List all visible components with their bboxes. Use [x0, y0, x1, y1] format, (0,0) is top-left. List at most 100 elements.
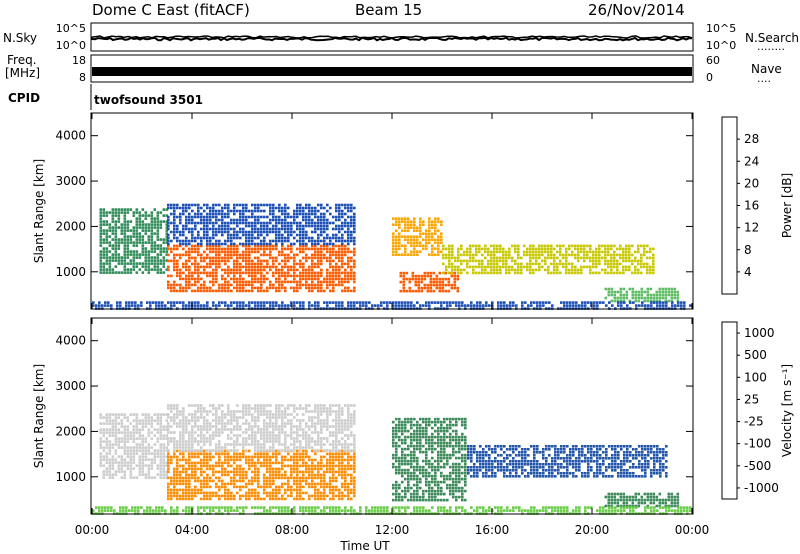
power-cell: [344, 224, 347, 228]
power-cell: [667, 287, 671, 291]
velocity-cell: [209, 440, 212, 443]
power-cell: [132, 256, 136, 259]
power-cell: [191, 250, 194, 254]
power-cell: [266, 215, 269, 219]
power-cell: [123, 229, 127, 232]
velocity-cell: [305, 434, 308, 437]
velocity-cell: [99, 431, 103, 434]
power-cell: [435, 277, 439, 281]
power-cell: [335, 301, 338, 304]
power-cell: [338, 206, 341, 210]
power-cell: [290, 227, 293, 231]
power-cell: [203, 259, 206, 263]
velocity-cell: [254, 437, 257, 440]
velocity-cell: [245, 485, 248, 489]
power-cell: [263, 268, 266, 272]
power-cell: [266, 203, 269, 207]
power-cell: [431, 232, 434, 235]
power-cell: [200, 244, 203, 248]
velocity-cell: [132, 446, 136, 449]
power-cell: [526, 265, 529, 269]
power-cell: [305, 286, 308, 290]
power-cell: [108, 235, 112, 238]
power-cell: [123, 256, 127, 259]
power-cell: [323, 242, 326, 246]
velocity-cell: [308, 443, 311, 446]
power-cell: [99, 244, 103, 247]
power-cell: [170, 274, 173, 278]
power-cell: [212, 271, 215, 275]
power-cell: [547, 247, 550, 251]
velocity-cell: [203, 407, 206, 410]
velocity-cell: [114, 449, 118, 452]
velocity-cell: [105, 443, 109, 446]
power-cell: [248, 236, 251, 240]
velocity-cell: [176, 464, 179, 468]
velocity-cell: [236, 473, 239, 477]
power-cell: [410, 220, 413, 223]
power-cell: [395, 301, 398, 304]
velocity-cell: [200, 407, 203, 410]
velocity-cell: [218, 407, 221, 410]
power-cell: [170, 301, 173, 304]
power-cell: [203, 271, 206, 275]
power-cell: [215, 227, 218, 231]
power-cell: [338, 277, 341, 281]
power-cell: [610, 262, 613, 266]
power-cell: [407, 226, 410, 229]
velocity-cell: [108, 440, 112, 443]
power-cell: [197, 271, 200, 275]
velocity-cell: [159, 422, 163, 425]
power-cell: [419, 304, 422, 307]
power-cell: [173, 247, 176, 251]
power-cell: [512, 304, 515, 307]
power-cell: [653, 301, 656, 304]
velocity-cell: [296, 494, 299, 498]
power-cell: [123, 214, 127, 217]
power-cell: [257, 247, 260, 251]
velocity-cell: [248, 422, 251, 425]
velocity-cell: [150, 419, 154, 422]
velocity-cell: [129, 461, 133, 464]
power-cell: [335, 268, 338, 272]
power-cell: [224, 203, 227, 207]
velocity-cell: [191, 455, 194, 459]
power-cell: [293, 259, 296, 263]
power-cell: [481, 247, 484, 251]
velocity-cell: [159, 416, 163, 419]
power-cell: [120, 259, 124, 262]
velocity-cell: [191, 413, 194, 416]
power-cell: [341, 203, 344, 207]
power-cell: [108, 256, 112, 259]
power-cell: [99, 256, 103, 259]
power-cell: [607, 287, 611, 291]
power-cell: [514, 247, 517, 251]
power-cell: [230, 256, 233, 260]
power-colorbar-tick-label: 28: [744, 132, 759, 146]
velocity-cell: [317, 413, 320, 416]
power-cell: [162, 262, 166, 265]
power-cell: [478, 250, 481, 254]
power-cell: [347, 286, 350, 290]
velocity-cell: [179, 479, 182, 483]
velocity-cell: [102, 476, 106, 479]
power-cell: [278, 233, 281, 237]
power-cell: [308, 215, 311, 219]
power-cell: [438, 289, 442, 293]
velocity-cell: [320, 419, 323, 422]
velocity-cell: [138, 464, 142, 467]
velocity-cell: [314, 467, 317, 471]
velocity-cell: [257, 491, 260, 495]
power-cell: [395, 229, 398, 232]
power-cell: [604, 256, 607, 260]
power-cell: [153, 265, 157, 268]
velocity-cell: [332, 425, 335, 428]
velocity-cell: [305, 440, 308, 443]
velocity-cell: [323, 479, 326, 483]
velocity-cell: [248, 428, 251, 431]
velocity-cell: [144, 476, 148, 479]
power-cell: [502, 256, 505, 260]
power-cell: [305, 280, 308, 284]
power-cell: [144, 217, 148, 220]
velocity-cell: [215, 413, 218, 416]
